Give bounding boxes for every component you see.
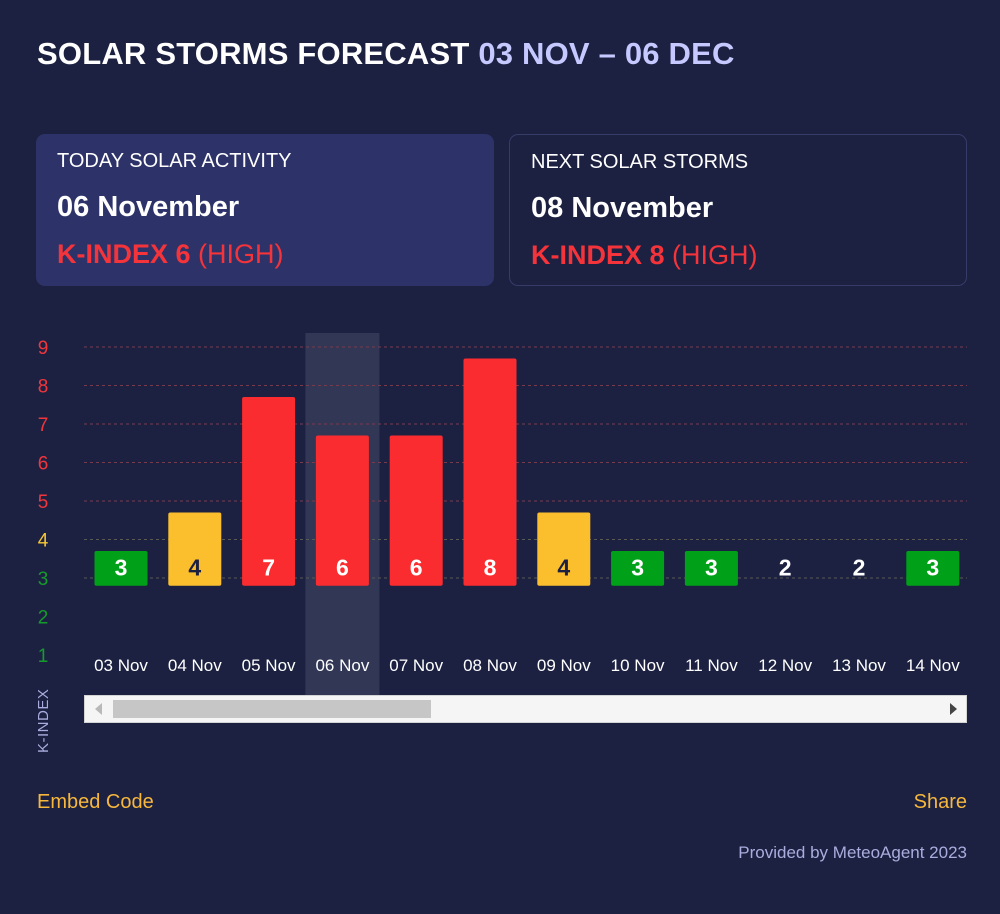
bar-04-nov — [168, 512, 222, 586]
date-range: 03 NOV – 06 DEC — [478, 36, 735, 71]
x-tick-label: 03 Nov — [94, 656, 148, 675]
bar-08-nov — [463, 358, 517, 586]
next-k-index: K-INDEX 8 (HIGH) — [531, 240, 945, 270]
next-k-value: K-INDEX 8 — [531, 240, 665, 270]
bar-14-nov — [906, 551, 960, 586]
y-tick-label: 5 — [38, 492, 49, 513]
bar-value-label: 7 — [262, 555, 275, 581]
bar-value-label: 2 — [853, 555, 866, 581]
y-tick-label: 1 — [38, 646, 49, 667]
x-tick-label: 05 Nov — [242, 656, 296, 675]
page-title: SOLAR STORMS FORECAST 03 NOV – 06 DEC — [37, 36, 735, 72]
scroll-thumb[interactable] — [113, 700, 431, 718]
next-label: NEXT SOLAR STORMS — [531, 151, 749, 173]
x-tick-label: 12 Nov — [758, 656, 812, 675]
today-activity-card: TODAY SOLAR ACTIVITY 06 November K-INDEX… — [36, 134, 494, 286]
x-tick-label: 06 Nov — [315, 656, 369, 675]
y-axis-title: K-INDEX — [35, 689, 52, 753]
y-tick-label: 9 — [38, 338, 49, 359]
bar-05-nov — [242, 397, 296, 586]
next-storm-card: NEXT SOLAR STORMS 08 November K-INDEX 8 … — [509, 134, 967, 286]
x-tick-label: 04 Nov — [168, 656, 222, 675]
embed-code-link[interactable]: Embed Code — [37, 791, 154, 813]
next-level: (HIGH) — [672, 240, 758, 270]
x-tick-label: 09 Nov — [537, 656, 591, 675]
bar-06-nov — [315, 435, 369, 586]
bar-03-nov — [94, 551, 148, 586]
scroll-left-arrow-icon[interactable] — [95, 703, 102, 715]
x-tick-label: 14 Nov — [906, 656, 960, 675]
y-tick-label: 4 — [38, 531, 49, 552]
y-tick-label: 8 — [38, 377, 49, 398]
bar-value-label: 3 — [705, 555, 718, 581]
bar-09-nov — [537, 512, 591, 586]
bar-07-nov — [389, 435, 443, 586]
share-link[interactable]: Share — [913, 791, 967, 813]
y-tick-label: 6 — [38, 454, 49, 475]
y-tick-label: 7 — [38, 415, 49, 436]
bar-value-label: 2 — [779, 555, 792, 581]
bar-value-label: 4 — [188, 555, 201, 581]
title-text: SOLAR STORMS FORECAST — [37, 36, 470, 71]
today-level: (HIGH) — [198, 239, 284, 269]
bar-value-label: 8 — [484, 555, 497, 581]
bar-value-label: 6 — [410, 555, 423, 581]
x-tick-label: 08 Nov — [463, 656, 517, 675]
bar-11-nov — [684, 551, 738, 586]
y-tick-label: 2 — [38, 608, 49, 629]
bar-10-nov — [611, 551, 665, 586]
today-k-index: K-INDEX 6 (HIGH) — [57, 239, 473, 269]
bar-value-label: 4 — [557, 555, 570, 581]
today-label: TODAY SOLAR ACTIVITY — [57, 150, 292, 172]
bar-value-label: 3 — [115, 555, 128, 581]
provided-by: Provided by MeteoAgent 2023 — [738, 843, 967, 862]
today-k-value: K-INDEX 6 — [57, 239, 191, 269]
scroll-right-arrow-icon[interactable] — [950, 703, 957, 715]
x-tick-label: 10 Nov — [611, 656, 665, 675]
chart-svg: 1 2 3 4 5 6 7 8 9 K-INDEX 3 03 Nov 4 04 Nov 7 05 Nov 6 06… — [35, 333, 967, 753]
x-tick-label: 07 Nov — [389, 656, 443, 675]
k-index-chart: 1 2 3 4 5 6 7 8 9 K-INDEX 3 03 Nov 4 04 Nov 7 05 Nov 6 06… — [0, 325, 1000, 765]
chart-scrollbar[interactable] — [84, 695, 967, 723]
x-tick-label: 11 Nov — [685, 656, 738, 675]
x-tick-label: 13 Nov — [832, 656, 886, 675]
today-date: 06 November — [57, 191, 240, 223]
y-tick-label: 3 — [38, 569, 49, 590]
bar-value-label: 3 — [631, 555, 644, 581]
bar-value-label: 3 — [926, 555, 939, 581]
next-date: 08 November — [531, 192, 714, 224]
bar-value-label: 6 — [336, 555, 349, 581]
